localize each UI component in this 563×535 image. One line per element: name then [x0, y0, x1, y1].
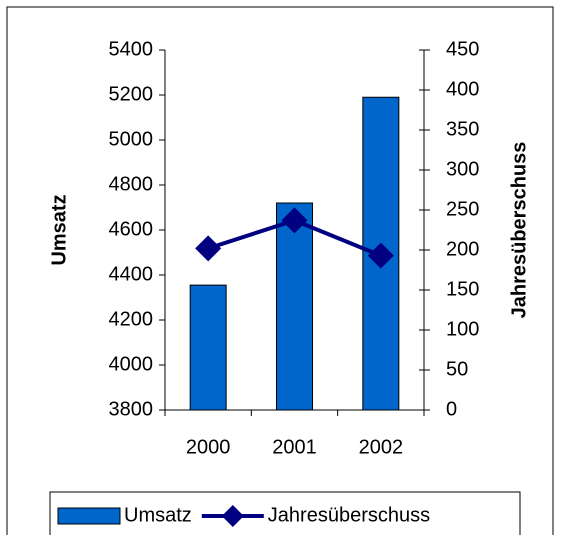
y2-tick-label: 0 — [446, 398, 457, 420]
marker — [195, 235, 222, 262]
y-tick-label: 4800 — [109, 173, 154, 195]
y2-tick-label: 250 — [446, 198, 479, 220]
y-tick-label: 4000 — [109, 353, 154, 375]
x-tick-label: 2001 — [272, 436, 317, 458]
y2-tick-label: 450 — [446, 38, 479, 60]
bar — [276, 202, 313, 411]
marker — [367, 242, 394, 269]
y-tick-label: 4400 — [109, 263, 154, 285]
y2-tick-label: 400 — [446, 78, 479, 100]
y2-tick-label: 50 — [446, 358, 468, 380]
y-tick-label: 5000 — [109, 128, 154, 150]
y2-tick-label: 300 — [446, 158, 479, 180]
y-tick-label: 4200 — [109, 308, 154, 330]
legend-marker — [221, 505, 244, 527]
y2-tick-label: 350 — [446, 118, 479, 140]
y-axis-label: Umsatz — [48, 194, 70, 265]
y-tick-label: 5200 — [109, 83, 154, 105]
y2-axis-label: Jahresüberschuss — [508, 142, 530, 319]
legend-label: Jahresüberschuss — [268, 504, 430, 526]
y-tick-label: 5400 — [109, 38, 154, 60]
y2-tick-label: 200 — [446, 238, 479, 260]
y2-tick-label: 150 — [446, 278, 479, 300]
legend-swatch — [57, 507, 121, 525]
legend-label: Umsatz — [124, 504, 192, 526]
y2-tick-label: 100 — [446, 318, 479, 340]
y-tick-label: 3800 — [109, 398, 154, 420]
legend-box — [49, 491, 521, 535]
x-tick-label: 2000 — [186, 436, 231, 458]
bar — [189, 284, 227, 411]
x-tick-label: 2002 — [359, 436, 404, 458]
marker — [281, 207, 308, 234]
y-tick-label: 4600 — [109, 218, 154, 240]
